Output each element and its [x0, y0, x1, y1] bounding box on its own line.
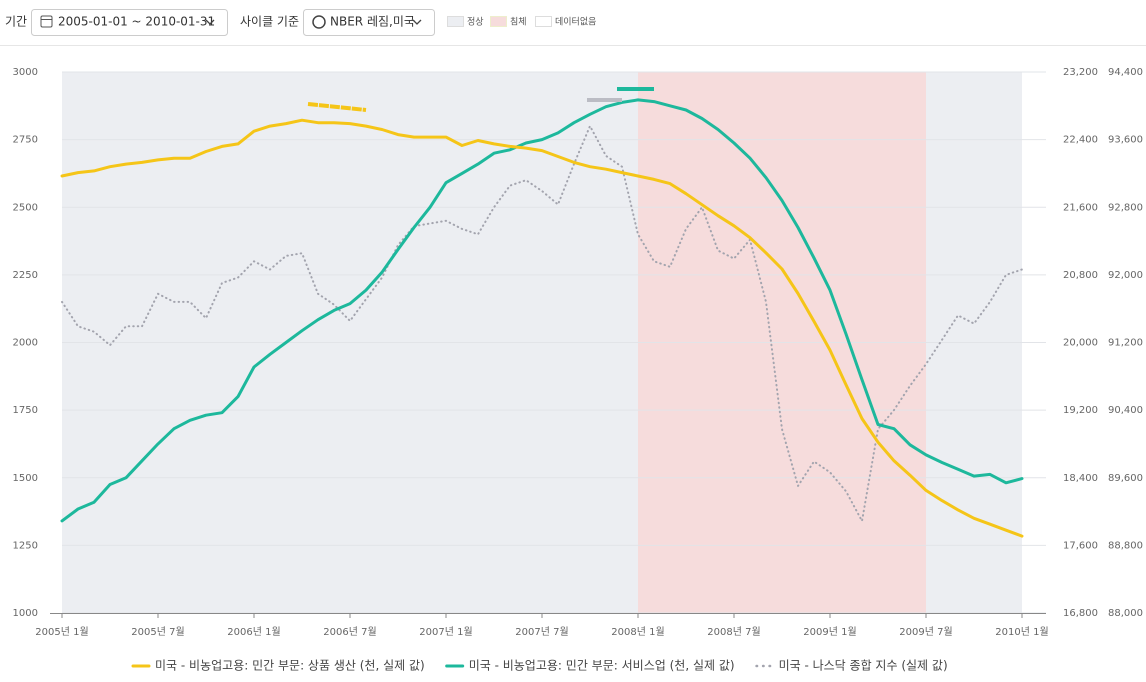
peak-marker — [307, 102, 367, 112]
x-tick-label: 2006년 7월 — [323, 626, 376, 638]
series-line — [60, 98, 1024, 523]
y-tick-label: 3000 — [13, 67, 38, 78]
regime-swatch — [447, 16, 464, 27]
y2-tick-label: 16,800 — [1063, 608, 1098, 619]
regime-legend-label: 침체 — [510, 17, 527, 28]
dropdown-caret — [205, 19, 215, 25]
series-line — [60, 118, 1024, 538]
y3-tick-label: 90,400 — [1108, 405, 1143, 416]
y-tick-label: 1500 — [13, 473, 38, 484]
y3-tick-label: 92,000 — [1108, 270, 1143, 281]
x-tick-label: 2010년 1월 — [995, 626, 1048, 638]
y-tick-label: 1250 — [13, 540, 38, 551]
cycle-picker[interactable] — [303, 9, 435, 36]
calendar-icon — [40, 15, 53, 28]
y2-tick-label: 17,600 — [1063, 540, 1098, 551]
x-tick-label: 2007년 1월 — [419, 626, 472, 638]
y-tick-label: 1750 — [13, 405, 38, 416]
y3-tick-label: 91,200 — [1108, 338, 1143, 349]
y-tick-label: 2750 — [13, 135, 38, 146]
regime-legend-label: 정상 — [467, 17, 484, 28]
period-picker[interactable] — [31, 9, 228, 36]
y2-tick-label: 18,400 — [1063, 473, 1098, 484]
toolbar: 기간 2005-01-01 ~ 2010-01-31 사이클 기준 NBER 레… — [0, 9, 1146, 46]
y2-tick-label: 20,000 — [1063, 338, 1098, 349]
dropdown-caret — [412, 19, 422, 25]
cycle-value: NBER 레짐,미국 — [330, 15, 415, 29]
x-tick-label: 2005년 7월 — [131, 626, 184, 638]
period-label: 기간 — [5, 15, 27, 29]
y3-tick-label: 89,600 — [1108, 473, 1143, 484]
x-tick-label: 2009년 7월 — [899, 626, 952, 638]
x-tick-label: 2005년 1월 — [35, 626, 88, 638]
x-tick-label: 2008년 7월 — [707, 626, 760, 638]
y2-tick-label: 20,800 — [1063, 270, 1098, 281]
globe-icon — [312, 15, 326, 29]
x-tick-label: 2007년 7월 — [515, 626, 568, 638]
series-line — [61, 125, 1023, 522]
regime-swatch — [535, 16, 552, 27]
y2-tick-label: 19,200 — [1063, 405, 1098, 416]
y2-tick-label: 22,400 — [1063, 135, 1098, 146]
regime-legend-label: 데이터없음 — [555, 17, 596, 28]
y2-tick-label: 21,600 — [1063, 202, 1098, 213]
regime-swatch — [490, 16, 507, 27]
legend-label: 미국 - 비농업고용: 민간 부문: 상품 생산 (천, 실제 값) — [155, 658, 425, 673]
y3-tick-label: 88,000 — [1108, 608, 1143, 619]
x-tick-label: 2006년 1월 — [227, 626, 280, 638]
y2-tick-label: 23,200 — [1063, 67, 1098, 78]
y3-tick-label: 93,600 — [1108, 135, 1143, 146]
y-tick-label: 2000 — [13, 338, 38, 349]
legend-label: 미국 - 나스닥 종합 지수 (실제 값) — [779, 659, 948, 673]
y3-tick-label: 94,400 — [1108, 67, 1143, 78]
x-tick-label: 2009년 1월 — [803, 626, 856, 638]
y-tick-label: 1000 — [13, 608, 38, 619]
x-tick-label: 2008년 1월 — [611, 626, 664, 638]
cycle-label: 사이클 기준 — [240, 15, 299, 29]
y3-tick-label: 92,800 — [1108, 202, 1143, 213]
y-tick-label: 2500 — [13, 202, 38, 213]
y-tick-label: 2250 — [13, 270, 38, 281]
legend-label: 미국 - 비농업고용: 민간 부문: 서비스업 (천, 실제 값) — [469, 658, 735, 673]
period-value: 2005-01-01 ~ 2010-01-31 — [58, 15, 215, 29]
y3-tick-label: 88,800 — [1108, 540, 1143, 551]
